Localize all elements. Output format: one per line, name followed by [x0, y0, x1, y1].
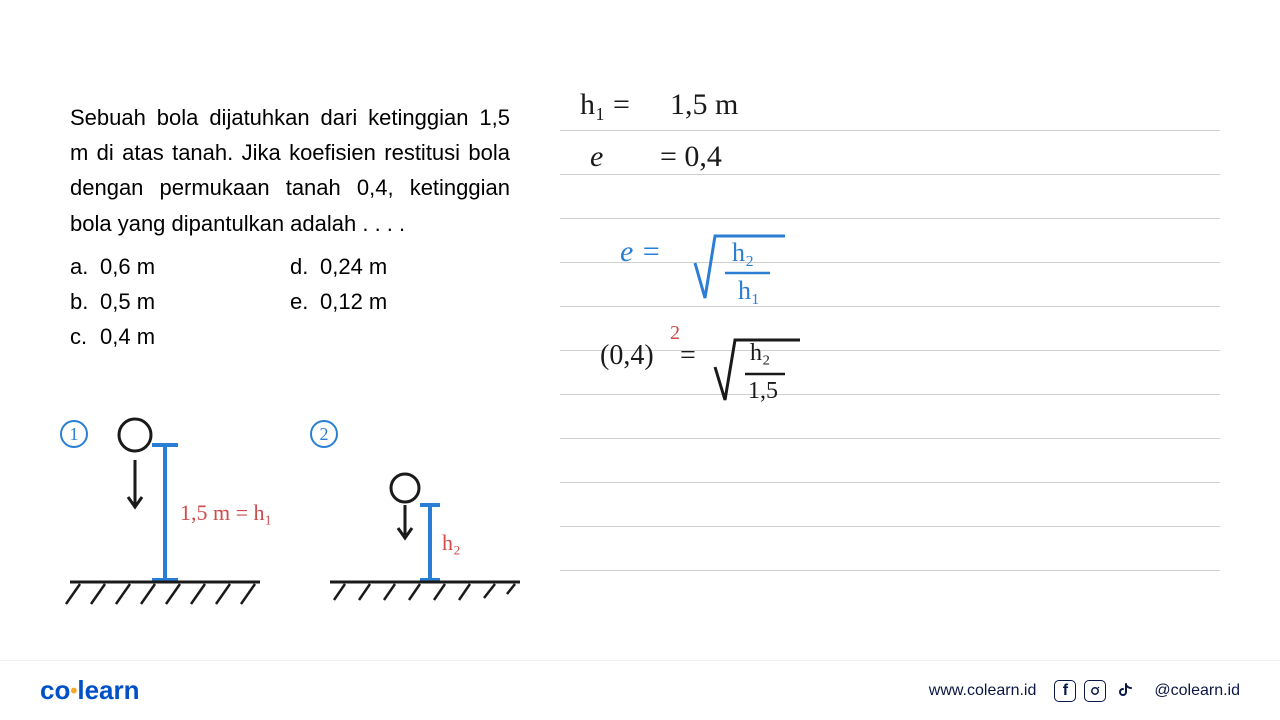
- paper-line: [560, 218, 1220, 219]
- diagram-1-label: 1,5 m = h₁: [180, 500, 272, 526]
- diagram-area: 1: [60, 400, 560, 620]
- logo: co•learn: [40, 675, 140, 706]
- paper-line: [560, 438, 1220, 439]
- opt-a-label: a.: [70, 249, 100, 284]
- logo-co: co: [40, 675, 70, 705]
- instagram-icon: [1084, 680, 1106, 702]
- opt-d: 0,24 m: [320, 254, 387, 279]
- paper-line: [560, 350, 1220, 351]
- diagram-2-svg: [310, 400, 530, 610]
- diagram-2-label: h₂: [442, 530, 461, 556]
- given-e-r: = 0,4: [660, 140, 722, 174]
- opt-b: 0,5 m: [100, 289, 155, 314]
- opt-e-label: e.: [290, 284, 320, 319]
- opt-b-label: b.: [70, 284, 100, 319]
- calc-exp: 2: [670, 322, 680, 345]
- footer-handle: @colearn.id: [1154, 682, 1240, 700]
- paper-line: [560, 306, 1220, 307]
- given-h1-l: h₁ =: [580, 88, 630, 122]
- diagram-2: 2: [310, 400, 530, 615]
- formula-e: e =: [620, 235, 661, 269]
- opt-e: 0,12 m: [320, 289, 387, 314]
- paper-line: [560, 174, 1220, 175]
- footer-url: www.colearn.id: [929, 682, 1037, 700]
- paper-line: [560, 130, 1220, 131]
- paper-line: [560, 526, 1220, 527]
- paper-line: [560, 394, 1220, 395]
- opt-c-label: c.: [70, 319, 100, 354]
- social-icons: f: [1054, 680, 1136, 702]
- opt-c: 0,4 m: [100, 324, 155, 349]
- calc-num: h₂: [750, 340, 770, 367]
- calc-lhs: (0,4): [600, 340, 654, 372]
- paper-line: [560, 482, 1220, 483]
- footer: co•learn www.colearn.id f @colearn.id: [0, 660, 1280, 720]
- workings-panel: h₁ = 1,5 m e = 0,4 e = h₂ h₁ (0,4) 2 = h…: [560, 0, 1280, 660]
- tiktok-icon: [1114, 680, 1136, 702]
- question-text: Sebuah bola dijatuhkan dari ketinggian 1…: [70, 100, 510, 241]
- logo-learn: learn: [77, 675, 139, 705]
- calc-den: 1,5: [748, 378, 778, 405]
- options-block: a.0,6 m d.0,24 m b.0,5 m e.0,12 m c.0,4 …: [70, 249, 560, 355]
- paper-line: [560, 570, 1220, 571]
- diagram-1: 1: [60, 400, 280, 615]
- diagram-1-number: 1: [60, 420, 88, 448]
- opt-d-label: d.: [290, 249, 320, 284]
- given-e-l: e: [590, 140, 603, 174]
- opt-a: 0,6 m: [100, 254, 155, 279]
- formula-den-1: h₁: [738, 276, 760, 306]
- diagram-2-number: 2: [310, 420, 338, 448]
- calc-eq: =: [680, 340, 696, 372]
- given-h1-r: 1,5 m: [670, 88, 738, 122]
- facebook-icon: f: [1054, 680, 1076, 702]
- formula-num-1: h₂: [732, 238, 754, 268]
